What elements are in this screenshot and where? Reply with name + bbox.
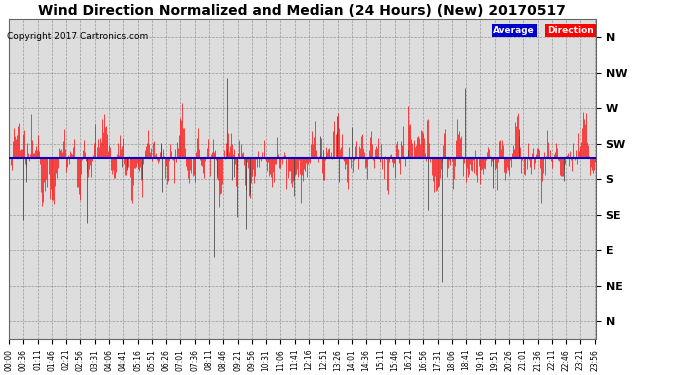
Title: Wind Direction Normalized and Median (24 Hours) (New) 20170517: Wind Direction Normalized and Median (24… xyxy=(39,4,566,18)
Text: Copyright 2017 Cartronics.com: Copyright 2017 Cartronics.com xyxy=(7,32,148,41)
Text: Average: Average xyxy=(493,26,535,35)
Text: Direction: Direction xyxy=(547,26,594,35)
